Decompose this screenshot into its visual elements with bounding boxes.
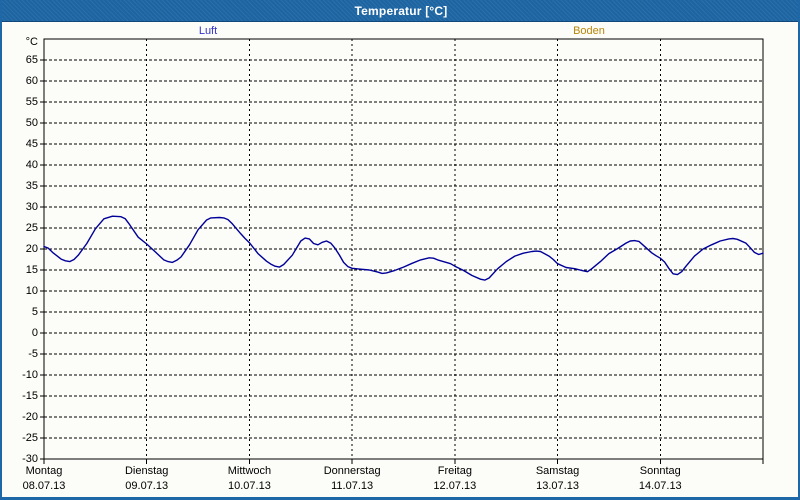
y-tick-label: 20: [25, 242, 38, 255]
y-tick-label: 45: [25, 137, 38, 150]
y-tick-label: -25: [22, 431, 38, 444]
x-day-name-label: Montag: [25, 465, 63, 477]
y-tick-label: 5: [31, 305, 38, 318]
y-tick-label: 0: [31, 326, 38, 339]
y-tick-label: -30: [22, 452, 38, 465]
y-tick-label: 40: [25, 158, 38, 171]
y-tick-label: 50: [25, 116, 38, 129]
y-tick-label: -10: [22, 368, 38, 381]
y-tick-label: -5: [28, 347, 38, 360]
y-tick-label: -20: [22, 410, 38, 423]
y-tick-label: 30: [25, 200, 38, 213]
x-day-name-label: Sonntag: [639, 465, 681, 477]
y-tick-label: 35: [25, 179, 38, 192]
x-day-name-label: Freitag: [437, 465, 472, 477]
legend-item-luft: Luft: [198, 25, 218, 37]
x-day-date-label: 08.07.13: [22, 480, 66, 492]
x-day-date-label: 11.07.13: [331, 480, 374, 492]
x-day-name-label: Mittwoch: [227, 465, 272, 477]
y-tick-label: 25: [25, 221, 38, 234]
x-day-name-label: Donnerstag: [323, 465, 381, 477]
y-tick-label: 65: [25, 53, 38, 66]
legend-item-boden: Boden: [573, 25, 605, 37]
temperature-curve-luft: [43, 215, 764, 281]
y-tick-label: -15: [22, 389, 38, 402]
title-bar[interactable]: Temperatur [°C]: [2, 0, 798, 22]
y-tick-label: 55: [25, 95, 38, 108]
x-day-date-label: 14.07.13: [638, 480, 682, 492]
x-day-date-label: 12.07.13: [433, 480, 477, 492]
y-tick-label: 60: [25, 74, 38, 87]
x-day-date-label: 13.07.13: [536, 480, 579, 492]
window-title: Temperatur [°C]: [354, 3, 448, 18]
y-tick-label: 15: [25, 263, 38, 276]
x-day-name-label: Samstag: [535, 465, 580, 477]
x-day-date-label: 10.07.13: [228, 480, 271, 492]
y-axis-unit-label: °C: [25, 36, 38, 48]
y-tick-label: 10: [25, 284, 38, 297]
x-day-date-label: 09.07.13: [125, 480, 169, 492]
x-day-name-label: Dienstag: [124, 465, 169, 477]
